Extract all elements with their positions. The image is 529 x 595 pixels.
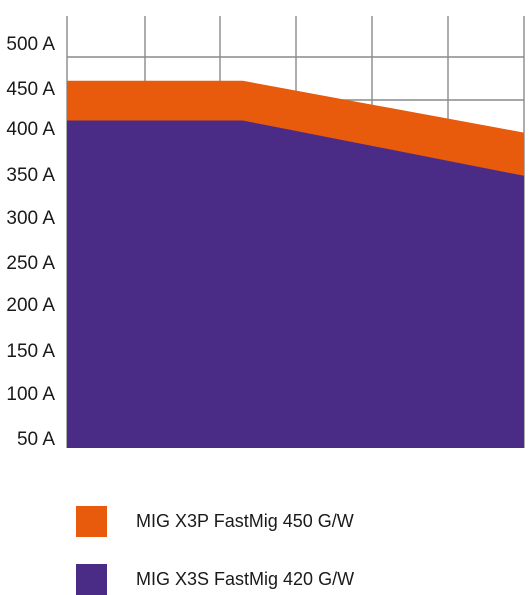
y-tick-label: 400 A bbox=[6, 119, 55, 140]
legend-item-mig-x3p: MIG X3P FastMig 450 G/W bbox=[76, 505, 354, 537]
y-tick-label: 350 A bbox=[6, 165, 55, 186]
legend-item-mig-x3s: MIG X3S FastMig 420 G/W bbox=[76, 563, 355, 595]
y-tick-label: 250 A bbox=[6, 253, 55, 274]
chart: 500 A 450 A 400 A 350 A 300 A 250 A 200 A 150 A… bbox=[6, 16, 526, 460]
x-tick-label: 80 % bbox=[342, 459, 385, 460]
legend: MIG X3P FastMig 450 G/W bbox=[76, 505, 354, 537]
y-tick-label: 200 A bbox=[6, 295, 55, 316]
y-tick-label: 50 A bbox=[17, 429, 55, 450]
legend: MIG X3S FastMig 420 G/W bbox=[76, 563, 355, 595]
x-axis: 40 % 60 % 80 % 100 % bbox=[78, 459, 526, 460]
y-axis: 500 A 450 A 400 A 350 A 300 A 250 A 200 A 150 A… bbox=[6, 34, 55, 450]
y-tick-label: 300 A bbox=[6, 208, 55, 229]
x-tick-label: 40 % bbox=[78, 459, 121, 460]
x-tick-label: 60 % bbox=[209, 459, 252, 460]
y-tick-label: 150 A bbox=[6, 341, 55, 362]
legend-swatch-mig-x3p bbox=[76, 505, 107, 537]
x-tick-label: 100 % bbox=[472, 459, 526, 460]
legend-label-mig-x3p: MIG X3P FastMig 450 G/W bbox=[136, 510, 354, 531]
y-tick-label: 500 A bbox=[6, 34, 55, 55]
series-areas bbox=[67, 80, 524, 449]
y-tick-label: 100 A bbox=[6, 384, 55, 405]
y-tick-label: 450 A bbox=[6, 79, 55, 100]
area-series-1 bbox=[67, 120, 524, 448]
legend-swatch-mig-x3s bbox=[76, 563, 107, 595]
legend-label-mig-x3s: MIG X3S FastMig 420 G/W bbox=[136, 568, 355, 589]
